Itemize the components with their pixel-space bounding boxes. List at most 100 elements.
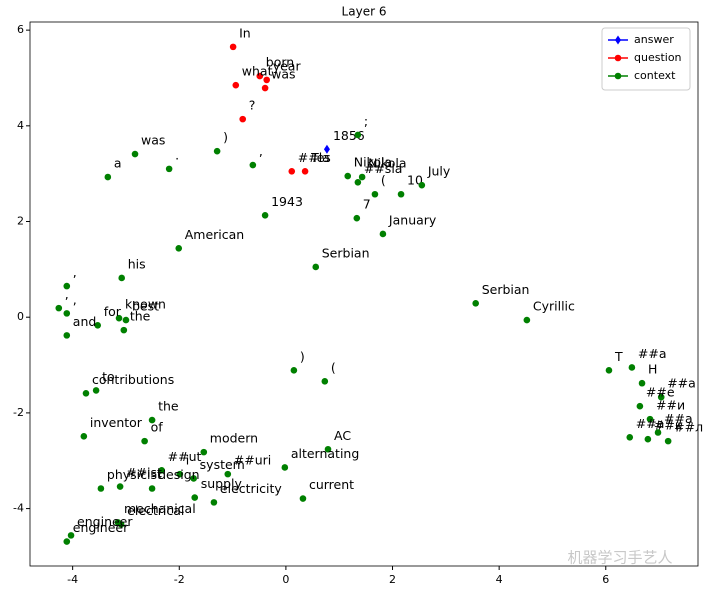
point — [636, 402, 644, 410]
point-label: ##л — [674, 420, 703, 435]
point-label: Nikola — [368, 156, 406, 171]
point — [344, 172, 352, 180]
point-label: for — [104, 304, 122, 319]
point-label: ##ut — [168, 449, 202, 464]
point — [97, 485, 105, 492]
point — [229, 43, 237, 51]
y-tick-label: 4 — [17, 119, 24, 132]
point — [131, 150, 139, 158]
point-label: Nikola — [354, 155, 392, 170]
point-label: ##uri — [234, 453, 271, 468]
point — [256, 72, 264, 80]
point-label: ##a — [638, 346, 667, 361]
watermark: 机器学习手艺人 — [567, 549, 672, 567]
point — [263, 76, 271, 84]
point — [628, 364, 636, 371]
point — [63, 538, 71, 545]
legend-marker — [614, 54, 622, 62]
point-label: known — [125, 297, 166, 312]
point-label: physicist — [107, 467, 162, 482]
point — [117, 521, 125, 528]
point-label: design — [158, 467, 199, 482]
y-tick-label: 0 — [17, 310, 24, 323]
point — [80, 433, 88, 440]
point-label: AC — [334, 428, 351, 443]
point — [324, 445, 332, 453]
point-label: Serbian — [322, 245, 370, 260]
point — [55, 304, 63, 312]
point-label: inventor — [90, 415, 143, 430]
point-label: , — [259, 144, 263, 159]
point-label: modern — [210, 431, 258, 446]
point-label: ##a — [667, 376, 696, 391]
point — [371, 190, 379, 198]
point — [165, 165, 173, 173]
point-label: Serbian — [482, 282, 530, 297]
point-label: the — [158, 399, 179, 414]
x-tick-label: -4 — [67, 573, 78, 586]
x-tick-label: -2 — [174, 573, 185, 586]
point — [657, 393, 665, 401]
point — [210, 499, 218, 506]
point-label: ##la — [298, 150, 330, 165]
point — [605, 367, 613, 374]
point — [288, 167, 296, 175]
point-label: In — [239, 25, 251, 40]
point-label: ) — [300, 349, 305, 364]
point-label: January — [388, 212, 437, 227]
point-label: July — [427, 164, 451, 179]
point-label: ##a — [664, 411, 693, 426]
point-label: was — [141, 133, 165, 148]
point-label: to — [102, 369, 115, 384]
point-label: i — [186, 453, 189, 468]
point-label: 1943 — [271, 194, 303, 209]
point — [353, 214, 361, 222]
point-label: a — [114, 156, 122, 171]
point-label: mechanical — [124, 501, 196, 516]
point — [644, 435, 652, 443]
legend-label: question — [634, 51, 682, 64]
point — [321, 378, 329, 385]
x-tick-label: 0 — [282, 573, 289, 586]
point — [63, 282, 71, 290]
point-label: electrical — [127, 503, 184, 518]
point — [323, 144, 330, 154]
point-label: ##ist — [126, 465, 162, 480]
x-tick-label: 4 — [496, 573, 503, 586]
point — [224, 470, 232, 478]
point — [664, 437, 672, 445]
point — [116, 483, 124, 490]
point-label: best — [132, 299, 159, 314]
x-tick-label: 2 — [389, 573, 396, 586]
point-label: . — [175, 147, 179, 162]
point — [379, 230, 387, 238]
point — [397, 190, 405, 198]
point-label: ? — [249, 98, 256, 113]
point-label: system — [200, 457, 245, 472]
point — [358, 173, 366, 181]
point — [261, 211, 269, 219]
legend-marker — [614, 72, 622, 80]
point — [63, 332, 71, 339]
point — [281, 464, 289, 471]
point-label: H — [648, 362, 657, 377]
point — [148, 485, 156, 492]
legend-label: context — [634, 69, 676, 82]
point — [301, 167, 309, 175]
point-label: ( — [331, 360, 336, 375]
point — [141, 437, 148, 445]
legend-box — [601, 27, 691, 91]
point-label: 1856 — [333, 128, 365, 143]
point — [299, 495, 307, 502]
point — [354, 178, 362, 186]
chart-title: Layer 6 — [342, 5, 387, 19]
point — [213, 147, 221, 155]
point — [626, 433, 634, 441]
point-label: contributions — [92, 372, 174, 387]
point — [190, 475, 197, 482]
legend-marker — [615, 35, 621, 45]
point — [312, 263, 320, 271]
x-tick-label: 6 — [602, 573, 609, 586]
point-label: engineer — [73, 520, 129, 535]
point-label: current — [309, 477, 354, 492]
